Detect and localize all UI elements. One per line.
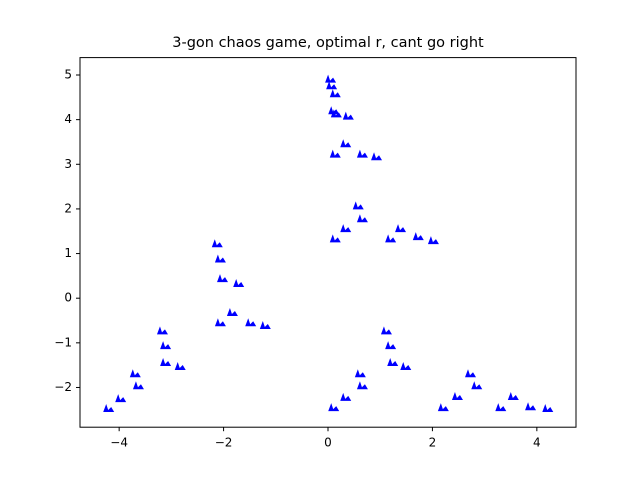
point [217,274,229,283]
point [245,318,257,327]
point [340,139,352,148]
point [132,381,144,390]
point [214,318,226,327]
plot-frame [79,57,577,428]
point [214,254,226,263]
point [395,224,407,233]
point [115,394,127,403]
point [451,391,463,400]
point [352,201,364,210]
point [465,369,477,378]
x-tick-label: −4 [110,436,128,450]
point [329,89,341,98]
point [329,234,341,243]
point [356,214,368,223]
point [471,381,483,390]
x-tick-label: −2 [215,436,233,450]
point [495,403,507,412]
point [525,402,537,411]
point [259,320,271,329]
y-tick-label: 3 [64,157,72,171]
point [542,404,554,413]
point [356,381,368,390]
point [129,369,141,378]
point [156,326,168,335]
y-tick-label: 4 [64,112,72,126]
point [354,369,366,378]
point [328,106,340,115]
point [211,239,223,248]
point [385,234,397,243]
point [507,391,519,400]
point [356,149,368,158]
point [387,358,399,367]
x-tick-label: 0 [324,436,332,450]
point [329,149,341,158]
point [340,392,352,401]
point [174,362,186,371]
y-tick-label: −2 [54,380,72,394]
y-tick-label: 2 [64,201,72,215]
point [400,362,412,371]
point [340,224,352,233]
y-tick-label: 1 [64,246,72,260]
point [385,341,397,350]
point [371,152,383,161]
point [427,236,439,245]
chart-title: 3-gon chaos game, optimal r, cant go rig… [172,35,484,51]
point [103,404,115,413]
point [342,111,354,120]
point [326,81,338,90]
point [233,279,245,288]
point [328,403,340,412]
point [160,341,172,350]
point [325,74,337,83]
point [226,308,238,317]
point [330,109,342,118]
point [437,403,449,412]
x-tick-label: 2 [429,436,437,450]
y-tick-label: −1 [54,335,72,349]
y-tick-label: 0 [64,291,72,305]
point [412,232,424,241]
y-tick-label: 5 [64,68,72,82]
point [380,326,392,335]
x-tick-label: 4 [533,436,541,450]
point [160,358,172,367]
